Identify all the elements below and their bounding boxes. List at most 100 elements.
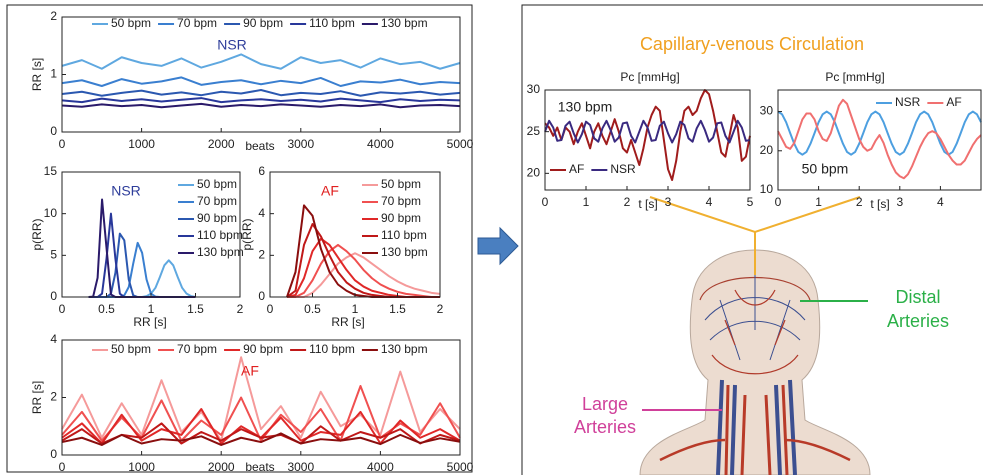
annotation: AF	[321, 183, 339, 199]
x-axis-label: RR [s]	[133, 315, 166, 329]
x-tick-label: 0	[59, 137, 66, 151]
legend-label: NSR	[895, 95, 921, 109]
series-line	[287, 252, 441, 298]
y-tick-label: 2	[50, 9, 57, 23]
legend-label: 110 bpm	[197, 228, 243, 242]
series-line	[61, 432, 461, 446]
legend-label: 50 bpm	[111, 16, 151, 30]
annotation: 50 bpm	[802, 161, 849, 177]
x-tick-label: 3000	[287, 137, 314, 151]
series-line	[61, 89, 461, 97]
x-tick-label: 0.5	[98, 302, 115, 316]
x-axis-label: beats	[245, 460, 274, 474]
x-axis-label: RR [s]	[331, 315, 364, 329]
series-line	[61, 356, 461, 442]
x-tick-label: 4000	[367, 137, 394, 151]
y-tick-label: 30	[527, 82, 541, 96]
y-tick-label: 25	[527, 124, 541, 138]
x-tick-label: 1000	[128, 137, 155, 151]
y-tick-label: 20	[527, 166, 541, 180]
vein	[716, 379, 797, 475]
y-tick-label: 0	[50, 289, 57, 303]
series-line	[777, 98, 982, 180]
legend-label: AF	[946, 95, 961, 109]
y-tick-label: 10	[760, 182, 774, 196]
x-tick-label: 0	[267, 302, 274, 316]
y-axis-label: p(RR)	[30, 218, 44, 250]
x-tick-label: 0	[59, 460, 66, 474]
y-tick-label: 4	[50, 332, 57, 346]
series-line	[61, 422, 461, 445]
arrow	[477, 226, 519, 266]
x-axis-label: t [s]	[638, 197, 657, 211]
x-tick-label: 2000	[208, 137, 235, 151]
annotation: NSR	[217, 37, 247, 53]
left-panel-border	[6, 4, 473, 473]
legend-label: 90 bpm	[197, 211, 237, 225]
x-axis-label: beats	[245, 139, 274, 153]
x-tick-label: 5000	[447, 460, 474, 474]
legend-label: 110 bpm	[309, 16, 355, 30]
plot-area	[62, 172, 240, 297]
y-tick-label: 20	[760, 143, 774, 157]
legend-label: NSR	[610, 162, 636, 176]
legend-label: 50 bpm	[381, 177, 421, 191]
legend-label: 110 bpm	[309, 342, 355, 356]
legend-label: 70 bpm	[197, 194, 237, 208]
x-tick-label: 1	[352, 302, 359, 316]
series-line	[61, 76, 461, 87]
y-axis-label: RR [s]	[30, 58, 44, 91]
x-tick-label: 1.5	[187, 302, 204, 316]
legend-label: 50 bpm	[197, 177, 237, 191]
x-tick-label: 3	[665, 195, 672, 209]
vessel	[704, 260, 806, 361]
y-tick-label: 0	[50, 124, 57, 138]
legend-label: 130 bpm	[197, 245, 244, 259]
y-tick-label: 5	[50, 248, 57, 262]
vessel	[711, 289, 799, 375]
y-tick-label: 10	[44, 206, 58, 220]
artery	[724, 384, 789, 475]
artery	[659, 438, 851, 462]
legend-label: 130 bpm	[381, 342, 428, 356]
x-tick-label: 4	[706, 195, 713, 209]
x-tick-label: 2	[856, 195, 863, 209]
x-tick-label: 2000	[208, 460, 235, 474]
series-line	[61, 102, 461, 109]
connector	[649, 196, 861, 275]
x-tick-label: 1	[583, 195, 590, 209]
y-tick-label: 30	[760, 104, 774, 118]
y-axis-label: RR [s]	[30, 381, 44, 414]
legend-label: 130 bpm	[381, 245, 428, 259]
chart-title: Pc [mmHg]	[620, 70, 679, 84]
annotation: 130 bpm	[558, 99, 612, 115]
y-tick-label: 4	[258, 206, 265, 220]
x-tick-label: 4	[937, 195, 944, 209]
y-tick-label: 0	[50, 447, 57, 461]
annotation: AF	[241, 363, 259, 379]
y-tick-label: 1	[50, 67, 57, 81]
legend-label: 70 bpm	[381, 194, 421, 208]
x-tick-label: 1000	[128, 460, 155, 474]
series-line	[287, 243, 440, 298]
label-distal: Distal	[895, 287, 940, 307]
x-tick-label: 0	[59, 302, 66, 316]
x-tick-label: 2	[437, 302, 444, 316]
x-tick-label: 0	[542, 195, 549, 209]
legend-label: 70 bpm	[177, 16, 217, 30]
legend-label: 50 bpm	[111, 342, 151, 356]
x-axis-label: t [s]	[870, 197, 889, 211]
label-distal: Arteries	[887, 311, 949, 331]
legend-label: 90 bpm	[381, 211, 421, 225]
y-tick-label: 0	[258, 289, 265, 303]
legend-label: 90 bpm	[243, 16, 283, 30]
axes-frame	[544, 89, 751, 191]
legend-label: AF	[569, 162, 584, 176]
x-tick-label: 2	[624, 195, 631, 209]
x-tick-label: 5000	[447, 137, 474, 151]
x-tick-label: 0.5	[304, 302, 321, 316]
legend-label: 110 bpm	[381, 228, 427, 242]
panel-title: Capillary-venous Circulation	[640, 34, 864, 54]
